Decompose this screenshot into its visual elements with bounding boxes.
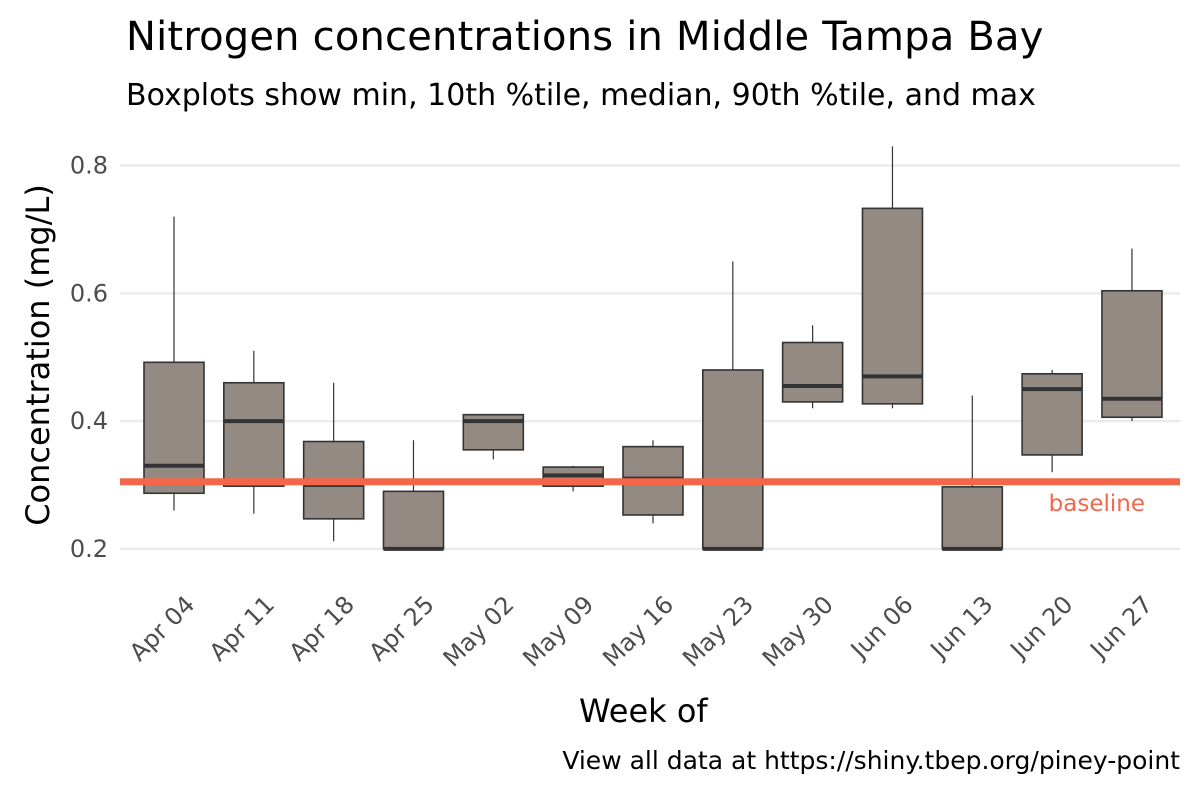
boxplot-box [1021, 369, 1083, 473]
x-tick-label: Apr 25 [364, 590, 440, 666]
y-axis-title: Concentration (mg/L) [19, 184, 57, 526]
y-tick-label: 0.6 [70, 279, 108, 307]
chart-title: Nitrogen concentrations in Middle Tampa … [126, 14, 1044, 60]
x-tick-label: Jun 13 [924, 590, 999, 665]
box-body [1021, 373, 1083, 456]
boxplot-box [941, 395, 1004, 551]
grid-lines [120, 164, 1180, 551]
y-axis-ticks: 0.2 0.4 0.6 0.8 [70, 152, 108, 563]
box-body [143, 361, 205, 495]
x-tick-label: Apr 04 [124, 590, 200, 666]
baseline-label: baseline [1049, 491, 1145, 517]
x-tick-label: Jun 20 [1004, 590, 1079, 665]
y-tick-label: 0.2 [70, 535, 108, 563]
box-body [781, 341, 844, 403]
boxplot-box [1101, 248, 1163, 422]
x-tick-label: May 23 [677, 590, 759, 672]
x-tick-label: May 02 [438, 590, 520, 672]
boxplot-box [861, 146, 924, 409]
box-body [223, 381, 285, 488]
y-tick-label: 0.8 [70, 152, 108, 180]
boxplot-box [382, 440, 445, 551]
x-tick-label: Apr 11 [204, 590, 280, 666]
box-body [941, 486, 1004, 550]
x-axis-title: Week of [579, 692, 708, 730]
box-body [382, 490, 445, 550]
y-tick-label: 0.4 [70, 407, 108, 435]
x-tick-label: Jun 27 [1083, 590, 1158, 665]
boxplot-box [223, 350, 285, 514]
x-tick-label: May 30 [757, 590, 839, 672]
boxplot-box [781, 325, 844, 409]
baseline-reference: baseline [120, 478, 1180, 517]
chart-caption: View all data at https://shiny.tbep.org/… [562, 746, 1180, 775]
x-tick-label: May 09 [518, 590, 600, 672]
boxplot-series [143, 146, 1163, 551]
box-body [1101, 289, 1163, 419]
x-tick-label: Apr 18 [284, 590, 360, 666]
x-tick-label: May 16 [597, 590, 679, 672]
box-body [861, 207, 924, 405]
chart-subtitle: Boxplots show min, 10th %tile, median, 9… [126, 78, 1036, 113]
boxplot-box [702, 261, 764, 551]
box-body [702, 369, 764, 550]
boxplot-box [302, 382, 365, 542]
boxplot-box [143, 216, 205, 511]
x-tick-label: Jun 06 [844, 590, 919, 665]
boxplot-box [462, 413, 525, 460]
